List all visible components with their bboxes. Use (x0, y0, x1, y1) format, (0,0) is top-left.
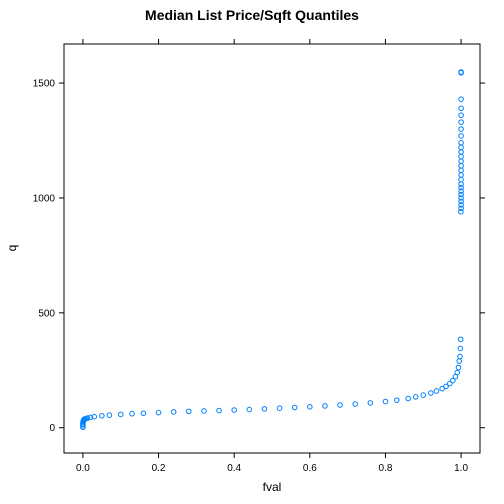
data-point (458, 337, 463, 342)
x-tick-label: 0.8 (379, 463, 393, 474)
data-point (232, 408, 237, 413)
data-point (459, 106, 464, 111)
data-point (459, 154, 464, 159)
y-tick-label: 0 (49, 423, 55, 434)
data-point (292, 405, 297, 410)
data-point (459, 168, 464, 173)
data-point (429, 391, 434, 396)
data-points (81, 70, 464, 430)
data-point (406, 396, 411, 401)
data-point (100, 413, 105, 418)
data-point (457, 359, 462, 364)
x-tick-label: 0.2 (152, 463, 166, 474)
data-point (458, 354, 463, 359)
data-point (459, 177, 464, 182)
data-point (338, 403, 343, 408)
x-tick-label: 0.0 (76, 463, 90, 474)
data-point (459, 163, 464, 168)
data-point (459, 113, 464, 118)
data-point (434, 389, 439, 394)
data-point (413, 395, 418, 400)
data-point (247, 407, 252, 412)
data-point (262, 407, 267, 412)
data-point (130, 411, 135, 416)
x-tick-label: 1.0 (454, 463, 468, 474)
y-axis-label: q (5, 245, 19, 252)
data-point (118, 412, 123, 417)
data-point (456, 365, 461, 370)
x-tick-label: 0.6 (303, 463, 317, 474)
data-point (187, 409, 192, 414)
x-axis-label: fval (263, 480, 282, 494)
data-point (308, 405, 313, 410)
plot-frame (64, 44, 480, 453)
data-point (202, 409, 207, 414)
y-tick-label: 1000 (33, 193, 56, 204)
data-point (171, 410, 176, 415)
x-tick-label: 0.4 (227, 463, 241, 474)
data-point (459, 141, 464, 146)
tick-labels: 0.0 0.2 0.4 0.6 0.8 1.0 0 500 1000 1500 (33, 79, 469, 474)
data-point (459, 97, 464, 102)
data-point (455, 370, 460, 375)
data-point (383, 399, 388, 404)
data-point (421, 393, 426, 398)
data-point (107, 413, 112, 418)
data-point (459, 120, 464, 125)
data-point (217, 408, 222, 413)
data-point (368, 401, 373, 406)
y-tick-label: 1500 (33, 79, 56, 90)
data-point (353, 402, 358, 407)
data-point (156, 410, 161, 415)
data-point (459, 127, 464, 132)
data-point (459, 145, 464, 150)
data-point (277, 406, 282, 411)
chart-title: Median List Price/Sqft Quantiles (145, 7, 359, 23)
data-point (395, 398, 400, 403)
data-point (458, 346, 463, 351)
data-point (459, 159, 464, 164)
data-point (459, 150, 464, 155)
data-point (459, 134, 464, 139)
y-tick-label: 500 (38, 308, 55, 319)
data-point (459, 173, 464, 178)
data-point (323, 404, 328, 409)
data-point (141, 411, 146, 416)
